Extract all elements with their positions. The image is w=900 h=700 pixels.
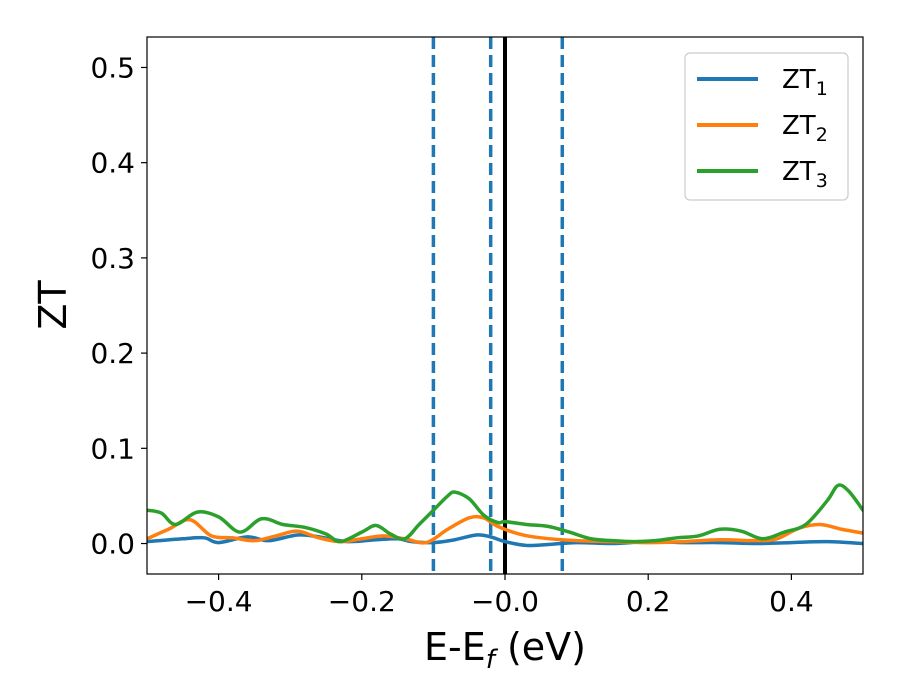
legend: ZT1 ZT2 ZT3	[684, 52, 849, 201]
x-axis-title-unit: (eV)	[495, 625, 586, 669]
x-tick-label: −0.4	[185, 585, 253, 618]
y-tick-label: 0.2	[90, 337, 135, 370]
series-line-zt3	[147, 483, 863, 544]
x-axis-title: E-Ef (eV)	[424, 625, 586, 675]
y-tick-label: 0.0	[90, 528, 135, 561]
y-axis-title: ZT	[31, 280, 75, 330]
legend-label-zt1: ZT1	[782, 65, 828, 100]
x-tick-label: 0.4	[769, 585, 814, 618]
y-tick-label: 0.5	[90, 51, 135, 84]
legend-box	[684, 52, 849, 201]
x-axis-title-main: E-E	[424, 625, 486, 669]
x-tick-label: −0.2	[328, 585, 396, 618]
series-line-zt2	[147, 514, 863, 545]
x-tick-label: 0.2	[626, 585, 671, 618]
legend-label-zt2: ZT2	[782, 111, 828, 146]
legend-label-zt3: ZT3	[782, 157, 828, 192]
y-tick-label: 0.3	[90, 242, 135, 275]
x-tick-label: −0.0	[471, 585, 539, 618]
y-tick-label: 0.4	[90, 147, 135, 180]
y-tick-label: 0.1	[90, 432, 135, 465]
